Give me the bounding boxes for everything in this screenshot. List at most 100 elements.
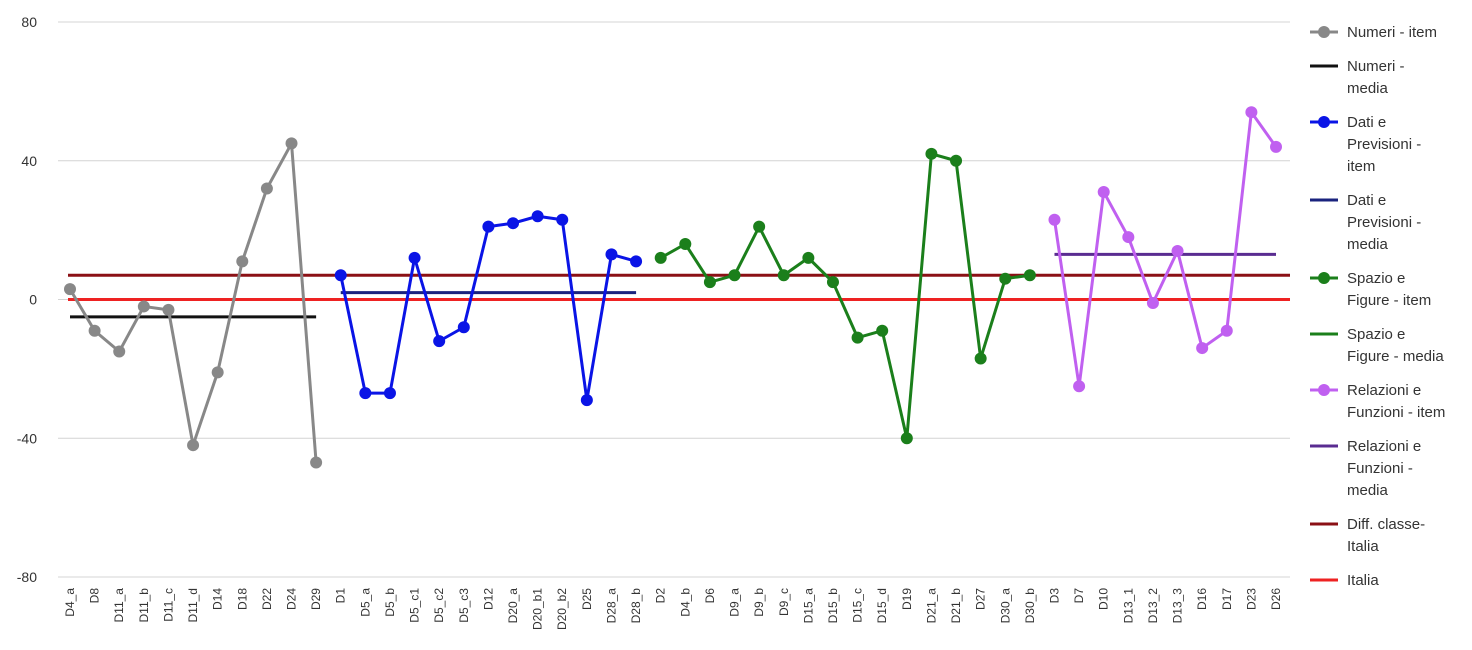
x-tick-label: D11_c bbox=[161, 588, 175, 622]
legend-label: Numeri - item bbox=[1347, 24, 1437, 41]
data-point bbox=[925, 147, 938, 160]
data-point bbox=[1171, 244, 1184, 257]
data-point bbox=[630, 255, 643, 268]
y-tick-label: -80 bbox=[17, 569, 37, 585]
y-tick-label: 0 bbox=[29, 292, 37, 308]
x-tick-label: D5_c3 bbox=[457, 588, 471, 623]
x-tick-label: D5_c2 bbox=[432, 588, 446, 623]
data-point bbox=[1270, 140, 1282, 153]
data-point bbox=[88, 324, 101, 337]
data-point bbox=[260, 182, 273, 195]
legend-marker bbox=[1318, 384, 1330, 396]
data-point bbox=[482, 220, 495, 233]
x-tick-label: D11_a bbox=[112, 588, 126, 623]
data-point bbox=[334, 269, 347, 282]
x-tick-label: D8 bbox=[88, 588, 102, 604]
x-tick-label: D20_b2 bbox=[555, 588, 569, 630]
data-point bbox=[728, 269, 741, 282]
data-point bbox=[187, 439, 200, 452]
legend-label: Italia bbox=[1347, 572, 1379, 589]
x-tick-label: D24 bbox=[285, 588, 299, 610]
x-tick-label: D5_c1 bbox=[408, 588, 422, 623]
legend-marker bbox=[1318, 116, 1330, 128]
x-tick-label: D16 bbox=[1195, 588, 1209, 610]
legend-label: Figure - item bbox=[1347, 292, 1431, 309]
legend-label: Spazio e bbox=[1347, 326, 1405, 343]
data-point bbox=[950, 154, 963, 167]
data-point bbox=[654, 251, 667, 264]
x-tick-label: D30_a bbox=[998, 588, 1012, 624]
data-point bbox=[605, 248, 618, 261]
legend-label: media bbox=[1347, 236, 1389, 253]
x-tick-label: D13_1 bbox=[1121, 588, 1135, 624]
data-point bbox=[1097, 185, 1110, 198]
legend-label: media bbox=[1347, 482, 1389, 499]
data-point bbox=[580, 394, 593, 407]
data-point bbox=[1023, 269, 1036, 282]
x-tick-label: D28_b bbox=[629, 588, 643, 624]
x-tick-label: D15_c bbox=[851, 588, 865, 623]
data-point bbox=[408, 251, 421, 264]
data-point bbox=[679, 238, 692, 250]
x-tick-label: D11_b bbox=[137, 588, 151, 623]
x-tick-label: D6 bbox=[703, 588, 717, 604]
data-point bbox=[137, 300, 150, 313]
x-tick-label: D4_a bbox=[63, 588, 77, 617]
data-point bbox=[1073, 380, 1086, 393]
data-point bbox=[1220, 324, 1233, 337]
data-point bbox=[974, 352, 987, 365]
x-tick-label: D25 bbox=[580, 588, 594, 610]
data-point bbox=[802, 251, 815, 264]
series-line bbox=[339, 214, 637, 402]
x-tick-label: D18 bbox=[235, 588, 249, 610]
data-point bbox=[556, 213, 569, 226]
data-point bbox=[1245, 106, 1258, 119]
legend-label: Numeri - bbox=[1347, 58, 1405, 75]
x-tick-label: D1 bbox=[334, 588, 348, 604]
legend-label: Funzioni - bbox=[1347, 460, 1413, 477]
x-tick-label: D21_b bbox=[949, 588, 963, 624]
x-tick-label: D11_d bbox=[186, 588, 200, 622]
legend-label: Relazioni e bbox=[1347, 382, 1421, 399]
x-tick-label: D30_b bbox=[1023, 588, 1037, 624]
x-tick-label: D5_a bbox=[358, 588, 372, 617]
x-tick-label: D20_a bbox=[506, 588, 520, 624]
data-point bbox=[1048, 213, 1061, 226]
data-point bbox=[777, 269, 790, 282]
data-point bbox=[851, 331, 864, 344]
x-tick-label: D2 bbox=[654, 588, 668, 604]
legend-label: Previsioni - bbox=[1347, 214, 1421, 231]
legend-label: item bbox=[1347, 158, 1375, 175]
x-tick-label: D9_b bbox=[752, 588, 766, 617]
data-point bbox=[1122, 231, 1135, 244]
y-tick-label: 40 bbox=[21, 153, 37, 169]
legend-label: Dati e bbox=[1347, 192, 1386, 209]
legend-marker bbox=[1318, 26, 1330, 38]
x-tick-label: D10 bbox=[1097, 588, 1111, 610]
data-point bbox=[64, 283, 76, 296]
x-tick-label: D22 bbox=[260, 588, 274, 610]
x-tick-label: D28_a bbox=[604, 588, 618, 624]
data-point bbox=[162, 303, 175, 316]
x-tick-label: D27 bbox=[974, 588, 988, 610]
series-line bbox=[68, 141, 318, 463]
data-point bbox=[236, 255, 249, 268]
x-tick-label: D4_b bbox=[678, 588, 692, 617]
data-point bbox=[999, 272, 1012, 285]
legend-label: media bbox=[1347, 80, 1389, 97]
legend-marker bbox=[1318, 272, 1330, 284]
x-tick-label: D19 bbox=[900, 588, 914, 610]
data-point bbox=[531, 210, 544, 223]
data-point bbox=[1146, 296, 1159, 309]
x-tick-label: D29 bbox=[309, 588, 323, 610]
legend-label: Relazioni e bbox=[1347, 438, 1421, 455]
y-tick-label: -40 bbox=[17, 430, 37, 446]
legend-label: Funzioni - item bbox=[1347, 404, 1445, 421]
x-tick-label: D9_c bbox=[777, 588, 791, 616]
x-tick-label: D17 bbox=[1220, 588, 1234, 610]
legend-label: Figure - media bbox=[1347, 348, 1444, 365]
x-tick-label: D26 bbox=[1269, 588, 1283, 610]
legend-label: Spazio e bbox=[1347, 270, 1405, 287]
